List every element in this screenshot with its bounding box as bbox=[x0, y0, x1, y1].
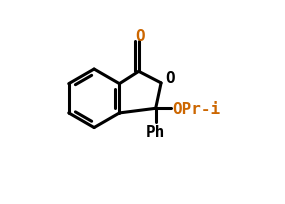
Text: OPr-i: OPr-i bbox=[173, 101, 221, 116]
Text: O: O bbox=[135, 29, 145, 44]
Text: O: O bbox=[166, 71, 175, 86]
Text: Ph: Ph bbox=[146, 124, 165, 139]
